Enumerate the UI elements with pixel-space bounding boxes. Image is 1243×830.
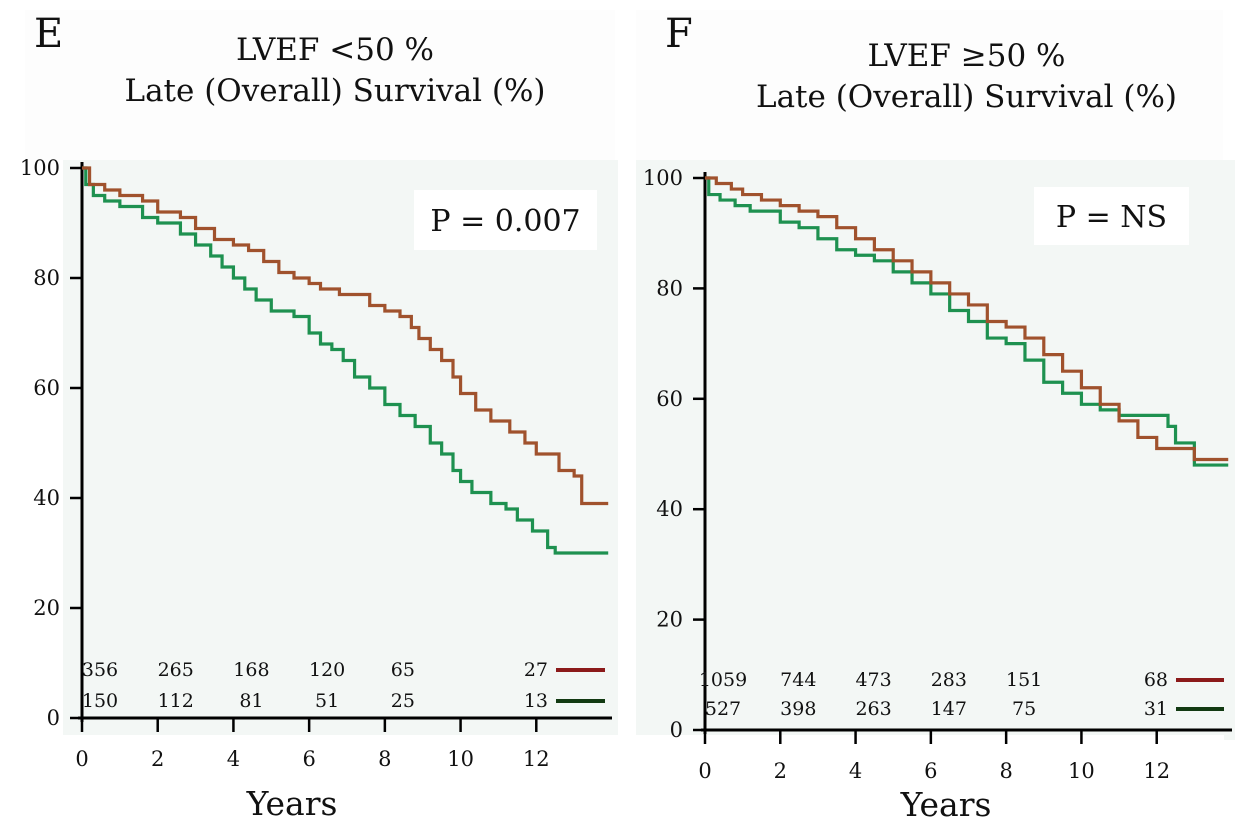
panel-e-x-tick-label: 6 — [302, 747, 315, 771]
panel-e-at-risk-value: 168 — [233, 659, 269, 681]
panel-e-header — [25, 10, 615, 160]
panel-f-at-risk-value: 398 — [780, 698, 816, 720]
panel-f-x-tick-label: 2 — [774, 759, 787, 783]
panel-f-at-risk-value: 75 — [1012, 698, 1036, 720]
panel-e-at-risk-value: 120 — [309, 659, 345, 681]
panel-f-at-risk-value: 527 — [705, 698, 741, 720]
panel-e-x-tick-label: 0 — [75, 747, 88, 771]
panel-e-x-tick-label: 12 — [523, 747, 550, 771]
panel-e-letter: E — [34, 11, 64, 57]
panel-f-x-tick-label: 12 — [1143, 759, 1170, 783]
panel-e-at-risk-value: 265 — [158, 659, 194, 681]
panel-e-x-tick-label: 4 — [227, 747, 240, 771]
panel-e-at-risk-value: 81 — [239, 690, 263, 712]
panel-f-y-tick-label: 20 — [656, 608, 683, 632]
panel-e-plot-area — [63, 160, 618, 736]
panel-e-y-tick-label: 20 — [33, 596, 60, 620]
panel-e-series-green-line — [82, 166, 609, 555]
panel-f-y-tick-label: 60 — [656, 387, 683, 411]
panel-f-header — [636, 10, 1223, 160]
panel-f-y-tick-label: 0 — [670, 718, 683, 742]
panel-f-y-tick-label: 40 — [656, 497, 683, 521]
panel-e-x-axis-title: Years — [246, 784, 338, 823]
panel-e-y-tick-label: 0 — [47, 706, 60, 730]
panel-e-x-tick-label: 8 — [378, 747, 391, 771]
panel-f-at-risk-value: 31 — [1144, 698, 1168, 720]
panel-f-y-tick-label: 80 — [656, 276, 683, 300]
panel-f-title-line2: Late (Overall) Survival (%) — [755, 79, 1178, 115]
panel-f-at-risk-value: 473 — [855, 669, 891, 691]
panel-e-y-tick-label: 60 — [33, 376, 60, 400]
panel-e-at-risk-value: 51 — [315, 690, 339, 712]
panel-e-y-tick-label: 80 — [33, 266, 60, 290]
panel-e-title-line1: LVEF <50 % — [235, 32, 435, 68]
panel-e-at-risk-value: 112 — [158, 690, 194, 712]
panel-e-y-tick-label: 100 — [20, 156, 60, 180]
panel-f-plot-area — [636, 160, 1235, 740]
panel-f-at-risk-value: 1059 — [699, 669, 747, 691]
panel-f-title-line1: LVEF ≥50 % — [867, 38, 1066, 74]
panel-f-letter: F — [665, 11, 693, 57]
panel-f-at-risk-value: 744 — [780, 669, 816, 691]
panel-e-at-risk-value: 25 — [391, 690, 415, 712]
panel-f-at-risk-value: 68 — [1144, 669, 1168, 691]
panel-f-x-tick-label: 4 — [849, 759, 862, 783]
panel-f-at-risk-value: 263 — [855, 698, 891, 720]
panel-e-at-risk-value: 13 — [524, 690, 548, 712]
panel-e-at-risk-value: 65 — [391, 659, 415, 681]
panel-f-p-value-box — [1034, 187, 1189, 245]
panel-e-p-value-box — [414, 190, 597, 250]
survival-chart-e: P = 0.007 0 20 40 60 80 100 0 2 4 6 8 10 12 Years 356 26… — [20, 156, 618, 830]
panel-e: E LVEF <50 % Late (Overall) Survival (%)… — [0, 0, 620, 830]
panel-f-x-tick-label: 6 — [924, 759, 937, 783]
panel-e-xaxis-area — [63, 735, 618, 830]
panel-f-y-tick-label: 100 — [643, 166, 683, 190]
panel-e-series-brown-line — [82, 166, 609, 506]
panel-e-at-risk-value: 150 — [82, 690, 118, 712]
panel-e-title-line2: Late (Overall) Survival (%) — [124, 73, 546, 109]
panel-f: F LVEF ≥50 % Late (Overall) Survival (%)… — [620, 0, 1243, 830]
panel-f-at-risk-value: 151 — [1006, 669, 1042, 691]
panel-e-at-risk-value: 27 — [524, 659, 548, 681]
panel-f-x-tick-label: 10 — [1068, 759, 1095, 783]
panel-f-p-value: P = NS — [1056, 200, 1167, 235]
panel-e-at-risk-value: 356 — [82, 659, 118, 681]
panel-e-x-tick-label: 2 — [151, 747, 164, 771]
panel-e-y-tick-label: 40 — [33, 486, 60, 510]
panel-f-x-tick-label: 8 — [999, 759, 1012, 783]
panel-f-at-risk-value: 147 — [931, 698, 967, 720]
panel-f-x-axis-title: Years — [900, 785, 992, 824]
panel-e-p-value: P = 0.007 — [430, 204, 580, 239]
panel-f-series-brown-line — [705, 176, 1229, 462]
panel-f-x-tick-label: 0 — [698, 759, 711, 783]
panel-f-at-risk-value: 283 — [931, 669, 967, 691]
panel-f-xaxis-area — [636, 735, 1224, 830]
panel-e-x-tick-label: 10 — [447, 747, 474, 771]
